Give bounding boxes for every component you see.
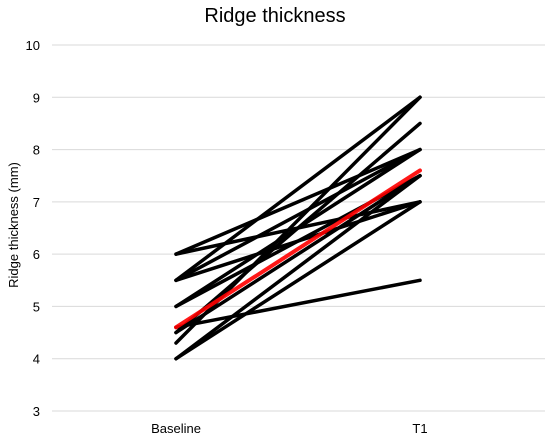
series-lines: [174, 95, 422, 361]
series-line-3: [174, 95, 422, 283]
y-tick-label: 5: [33, 299, 40, 314]
series-line-4: [174, 147, 422, 283]
series-line-1: [174, 147, 422, 256]
y-tick-label: 3: [33, 404, 40, 419]
x-tick-label: Baseline: [151, 421, 201, 436]
y-tick-label: 6: [33, 247, 40, 262]
x-tick-label: T1: [412, 421, 427, 436]
y-tick-labels: 3 4 5 6 7 8 9 10: [26, 38, 40, 419]
series-line-12: [174, 200, 422, 361]
chart-title: Ridge thickness: [204, 5, 345, 27]
y-tick-label: 9: [33, 90, 40, 105]
series-line-9: [174, 121, 422, 335]
y-tick-label: 10: [26, 38, 40, 53]
y-axis-label: Ridge thickness (mm): [6, 162, 21, 288]
y-tick-label: 4: [33, 352, 40, 367]
x-tick-labels: Baseline T1: [151, 421, 428, 436]
y-tick-label: 8: [33, 143, 40, 158]
mean-series-line: [174, 168, 422, 330]
series-line-10: [174, 173, 422, 335]
series-line-8: [174, 278, 422, 330]
y-tick-label: 7: [33, 195, 40, 210]
series-line-13: [174, 173, 422, 361]
